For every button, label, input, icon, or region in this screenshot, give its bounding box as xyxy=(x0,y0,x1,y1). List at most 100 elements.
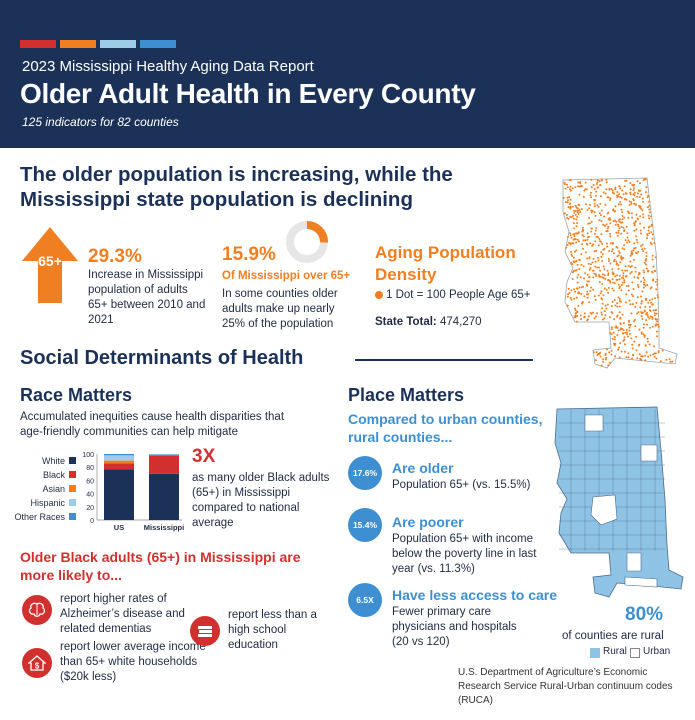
density-dot xyxy=(602,294,605,297)
density-dot xyxy=(602,360,605,363)
density-dot xyxy=(574,269,576,272)
density-dot xyxy=(621,276,623,279)
density-dot xyxy=(646,206,649,209)
density-dot xyxy=(570,236,573,239)
density-dot xyxy=(652,279,655,282)
density-dot xyxy=(586,257,589,260)
density-dot xyxy=(614,342,617,345)
density-dot xyxy=(610,326,613,329)
density-dot xyxy=(621,189,624,192)
density-dot xyxy=(619,195,622,198)
density-dot xyxy=(580,318,583,321)
arrow-label: 65+ xyxy=(38,253,62,269)
density-dot xyxy=(633,276,636,279)
density-dot xyxy=(611,272,614,275)
density-dot xyxy=(643,309,646,312)
density-dot xyxy=(648,299,651,302)
density-dot xyxy=(579,181,582,183)
density-dot xyxy=(566,295,569,298)
density-dot xyxy=(625,328,628,331)
density-dot xyxy=(584,181,587,184)
density-dot xyxy=(577,212,580,215)
density-dot xyxy=(653,314,656,317)
density-dot xyxy=(625,293,628,296)
density-dot xyxy=(600,364,603,367)
density-dot xyxy=(620,221,623,224)
density-dot xyxy=(612,289,615,292)
density-dot xyxy=(590,191,592,194)
density-dot xyxy=(586,273,589,276)
density-dot xyxy=(629,323,632,326)
density-dot xyxy=(619,200,622,203)
density-dot xyxy=(592,184,595,186)
density-dot xyxy=(574,309,577,312)
density-dot xyxy=(657,323,660,326)
density-dot xyxy=(640,193,643,196)
density-dot xyxy=(608,260,610,263)
density-dot xyxy=(593,199,596,201)
density-dot xyxy=(601,260,603,263)
density-dot xyxy=(622,329,625,332)
density-dot xyxy=(616,194,618,197)
density-dot xyxy=(634,318,636,321)
density-dot xyxy=(617,229,620,232)
density-dot xyxy=(590,220,593,223)
density-dot xyxy=(628,326,631,329)
density-dot xyxy=(610,250,613,253)
density-dot xyxy=(579,211,582,214)
density-dot xyxy=(594,265,597,268)
legend-label: Asian xyxy=(42,484,65,494)
urban-county-coast xyxy=(624,576,658,588)
density-dot xyxy=(619,187,622,190)
header-banner xyxy=(0,0,695,148)
density-dot xyxy=(600,311,603,314)
density-dot xyxy=(590,209,593,212)
density-dot xyxy=(637,344,640,347)
density-dot xyxy=(618,227,621,230)
density-dot xyxy=(648,204,651,207)
density-dot xyxy=(571,205,574,208)
density-dot xyxy=(655,357,658,360)
density-dot xyxy=(588,216,591,219)
density-dot xyxy=(570,250,572,253)
density-dot xyxy=(654,256,657,259)
density-dot xyxy=(611,287,614,290)
density-dot xyxy=(635,302,638,304)
density-dot xyxy=(576,211,579,214)
density-dot xyxy=(645,251,648,254)
density-dot xyxy=(604,192,607,195)
density-dot xyxy=(603,274,606,277)
density-dot xyxy=(621,218,624,221)
state-total: State Total: 474,270 xyxy=(375,316,482,328)
density-dot xyxy=(623,281,626,284)
density-dot xyxy=(596,186,599,189)
density-dot xyxy=(639,189,642,192)
density-dot xyxy=(639,295,642,298)
density-dot xyxy=(623,216,626,219)
legend-label: Hispanic xyxy=(30,498,65,508)
density-dot xyxy=(592,288,595,291)
density-dot xyxy=(573,250,576,253)
density-dot xyxy=(652,309,655,312)
density-dot xyxy=(567,293,569,296)
density-dot xyxy=(649,211,652,214)
density-dot xyxy=(632,249,635,252)
density-dot xyxy=(668,358,671,361)
density-dot xyxy=(653,312,656,315)
density-dot xyxy=(583,315,586,318)
density-dot xyxy=(611,278,614,281)
density-dot xyxy=(671,360,674,363)
density-dot xyxy=(575,320,578,323)
density-dot xyxy=(619,342,622,345)
density-dot xyxy=(564,187,567,190)
density-dot xyxy=(573,288,576,291)
density-dot xyxy=(577,203,580,206)
density-dot xyxy=(566,186,569,189)
density-dot xyxy=(645,319,648,322)
density-dot xyxy=(651,316,654,319)
density-dot xyxy=(616,302,619,305)
density-dot xyxy=(619,323,622,325)
density-dot xyxy=(594,240,597,243)
density-dot xyxy=(628,241,631,243)
density-dot xyxy=(618,193,620,196)
